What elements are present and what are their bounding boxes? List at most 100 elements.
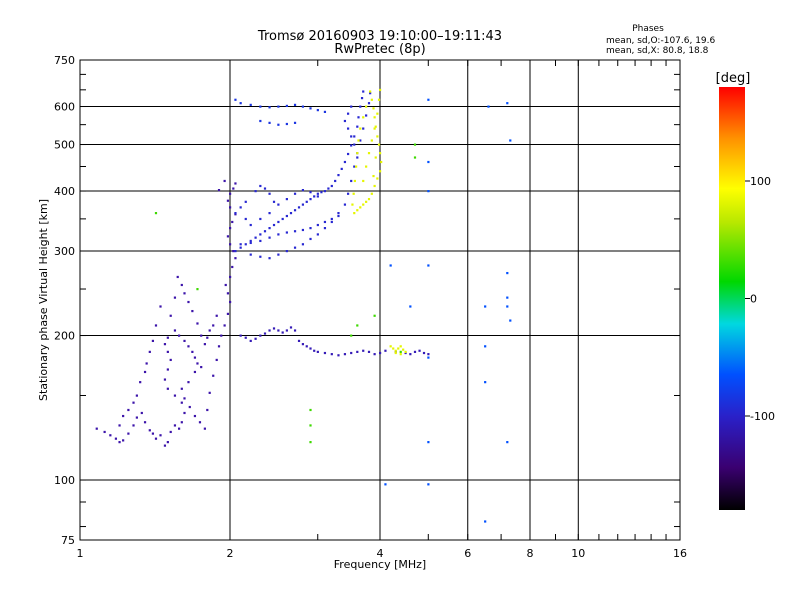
data-point bbox=[309, 191, 312, 194]
data-point bbox=[399, 350, 402, 353]
data-point bbox=[379, 152, 382, 155]
data-point bbox=[370, 192, 373, 195]
data-point bbox=[159, 305, 162, 308]
data-point bbox=[188, 405, 191, 409]
data-point bbox=[353, 135, 356, 138]
data-point bbox=[154, 437, 158, 440]
data-point bbox=[350, 144, 353, 147]
data-point bbox=[337, 214, 340, 218]
data-point bbox=[374, 156, 377, 159]
data-point bbox=[373, 314, 376, 317]
data-point bbox=[384, 349, 387, 352]
data-point bbox=[127, 432, 130, 435]
x-tick-label: 4 bbox=[377, 547, 384, 560]
data-point bbox=[234, 213, 237, 216]
x-tick-label: 8 bbox=[527, 547, 534, 560]
data-point bbox=[268, 227, 271, 230]
data-point bbox=[254, 236, 257, 239]
data-point bbox=[353, 179, 356, 183]
data-point bbox=[231, 265, 234, 269]
data-point bbox=[297, 206, 301, 209]
data-point bbox=[166, 336, 169, 339]
data-point bbox=[239, 206, 242, 209]
data-point bbox=[301, 189, 305, 192]
data-point bbox=[163, 444, 167, 447]
data-point bbox=[373, 353, 376, 356]
data-point bbox=[394, 349, 397, 352]
data-point bbox=[166, 350, 169, 353]
data-point bbox=[239, 243, 242, 246]
data-point bbox=[196, 322, 199, 325]
data-point bbox=[309, 237, 312, 241]
data-point bbox=[191, 350, 194, 353]
y-tick-label: 500 bbox=[54, 139, 75, 152]
data-point bbox=[249, 239, 252, 243]
data-point bbox=[183, 411, 186, 415]
data-point bbox=[229, 206, 232, 209]
data-point bbox=[340, 167, 343, 171]
data-point bbox=[404, 350, 407, 353]
data-point bbox=[226, 199, 230, 202]
data-point bbox=[249, 253, 252, 256]
data-point bbox=[323, 351, 327, 355]
data-point bbox=[187, 345, 190, 348]
data-point bbox=[122, 439, 125, 442]
data-point bbox=[143, 370, 147, 374]
phases-x-stats: mean, sd,X: 80.8, 18.8 bbox=[606, 46, 709, 56]
data-point bbox=[373, 184, 376, 188]
data-point bbox=[350, 179, 353, 183]
y-tick-label: 750 bbox=[54, 54, 75, 67]
data-point bbox=[506, 441, 509, 444]
data-point bbox=[316, 192, 319, 195]
data-point bbox=[159, 434, 162, 437]
data-point bbox=[268, 257, 271, 260]
data-point bbox=[234, 257, 237, 260]
data-point bbox=[356, 209, 359, 212]
data-point bbox=[259, 184, 262, 188]
x-tick-label: 1 bbox=[77, 547, 84, 560]
data-point bbox=[343, 119, 347, 123]
data-point bbox=[309, 198, 312, 201]
grid-lines bbox=[80, 60, 680, 540]
data-point bbox=[316, 195, 319, 198]
data-point bbox=[234, 98, 237, 101]
data-point bbox=[95, 427, 98, 430]
data-point bbox=[285, 214, 288, 218]
phases-heading: Phases bbox=[632, 24, 664, 34]
data-point bbox=[293, 230, 297, 233]
data-point bbox=[132, 401, 135, 404]
data-point bbox=[229, 227, 232, 230]
data-point bbox=[143, 421, 147, 424]
data-point bbox=[354, 165, 358, 168]
data-point bbox=[367, 350, 371, 353]
data-point bbox=[377, 143, 381, 146]
data-point bbox=[427, 190, 430, 193]
data-point bbox=[277, 105, 280, 108]
data-point bbox=[409, 305, 412, 308]
data-point bbox=[353, 143, 356, 146]
data-point bbox=[362, 179, 365, 183]
data-point bbox=[309, 347, 312, 350]
phases-o-stats: mean, sd,O:-107.6, 19.6 bbox=[606, 36, 716, 46]
data-point bbox=[173, 424, 177, 427]
data-point bbox=[293, 329, 297, 332]
data-point bbox=[166, 387, 169, 390]
data-point bbox=[198, 421, 202, 424]
data-point bbox=[249, 223, 252, 227]
data-point bbox=[166, 441, 169, 444]
data-point bbox=[193, 370, 197, 374]
data-point bbox=[330, 217, 333, 221]
data-point bbox=[183, 339, 186, 343]
data-point bbox=[346, 127, 350, 130]
y-tick-labels: 75 100 200 300 400 500 600 750 bbox=[54, 54, 75, 547]
data-point bbox=[337, 173, 340, 177]
data-point bbox=[229, 300, 232, 304]
data-point bbox=[289, 326, 293, 329]
data-point bbox=[376, 135, 379, 138]
data-point bbox=[259, 105, 262, 108]
data-point bbox=[148, 350, 151, 353]
data-point bbox=[305, 200, 308, 203]
data-point bbox=[362, 349, 365, 352]
data-point bbox=[343, 160, 347, 164]
data-point bbox=[281, 331, 284, 334]
